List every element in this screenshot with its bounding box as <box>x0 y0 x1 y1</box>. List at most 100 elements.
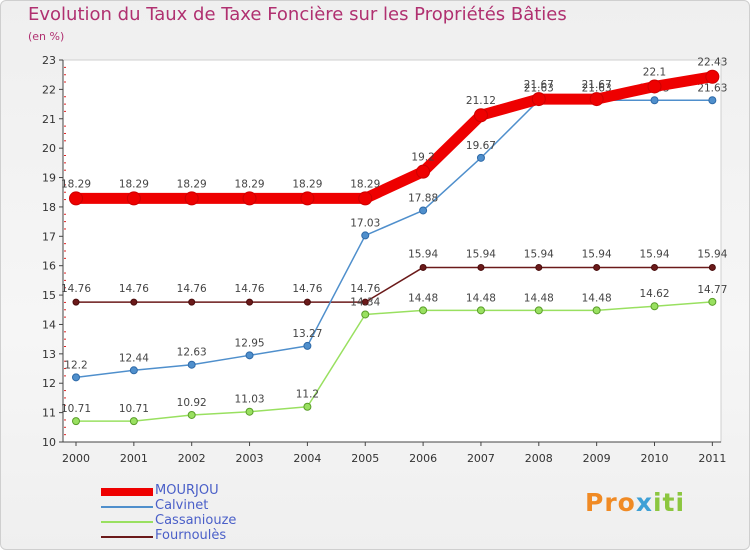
data-label: 14.48 <box>408 292 438 304</box>
plot-area <box>62 59 722 443</box>
data-point <box>534 306 543 315</box>
data-point <box>650 96 659 105</box>
y-axis-unit: (en %) <box>28 30 65 43</box>
data-label: 14.34 <box>350 296 380 308</box>
data-label: 14.76 <box>119 283 149 295</box>
legend-label-fournoules: Fournoulès <box>155 528 227 543</box>
legend-label-cassaniouze: Cassaniouze <box>155 513 237 528</box>
y-tick-label: 13 <box>42 348 56 361</box>
data-point <box>72 298 80 306</box>
data-point <box>246 298 254 306</box>
data-label: 21.63 <box>697 82 727 94</box>
data-label: 22.1 <box>643 66 666 78</box>
y-tick-label: 15 <box>42 289 56 302</box>
data-label: 14.48 <box>524 292 554 304</box>
data-point <box>72 373 80 382</box>
data-label: 14.76 <box>177 283 207 295</box>
data-point <box>476 306 485 315</box>
data-label: 18.29 <box>292 178 322 190</box>
data-point <box>708 297 717 306</box>
data-label: 21.67 <box>524 79 554 91</box>
legend-swatch-cassaniouze <box>101 521 153 523</box>
y-tick-label: 19 <box>42 172 56 185</box>
data-point <box>361 310 370 319</box>
data-label: 15.94 <box>582 248 612 260</box>
data-label: 18.29 <box>350 178 380 190</box>
data-label: 12.95 <box>235 337 265 349</box>
data-label: 21.63 <box>524 82 554 94</box>
y-tick-label: 20 <box>42 142 56 155</box>
data-point <box>650 302 659 311</box>
y-tick-label: 18 <box>42 201 56 214</box>
data-label: 12.44 <box>119 352 149 364</box>
data-point <box>419 263 427 271</box>
data-point <box>69 191 83 206</box>
data-label: 15.94 <box>408 248 438 260</box>
x-tick-label: 2009 <box>583 452 611 465</box>
legend-swatch-calvinet <box>101 506 153 508</box>
x-tick-label: 2001 <box>120 452 148 465</box>
logo-part-1: Pro <box>585 488 636 517</box>
data-point <box>593 263 601 271</box>
data-point <box>129 366 138 375</box>
data-point <box>473 108 488 123</box>
data-point <box>476 153 485 162</box>
data-label: 15.94 <box>524 248 554 260</box>
data-label: 14.76 <box>61 283 91 295</box>
data-point <box>187 410 196 419</box>
data-point <box>361 298 369 306</box>
data-point <box>651 263 658 271</box>
data-label: 12.2 <box>64 359 87 371</box>
logo-part-2: x <box>635 488 653 517</box>
data-point <box>129 417 138 426</box>
data-label: 15.94 <box>466 248 496 260</box>
data-point <box>705 69 720 84</box>
data-label: 18.29 <box>235 178 265 190</box>
y-tick-label: 21 <box>42 113 56 126</box>
data-point <box>184 191 199 206</box>
x-tick-label: 2011 <box>698 452 726 465</box>
y-tick-label: 17 <box>42 230 56 243</box>
data-label: 14.77 <box>697 284 727 296</box>
data-label: 21.63 <box>582 82 612 94</box>
data-point <box>416 164 431 179</box>
data-label: 14.76 <box>235 283 265 295</box>
data-label: 12.63 <box>177 347 207 359</box>
data-point <box>708 263 716 271</box>
series-line-mourjou <box>70 71 718 204</box>
data-label: 10.71 <box>119 403 149 415</box>
data-point <box>419 206 428 215</box>
data-label: 17.03 <box>350 217 380 229</box>
data-point <box>187 360 196 369</box>
data-point <box>300 191 315 206</box>
data-label: 14.48 <box>582 292 612 304</box>
series-line-fournoulès <box>75 266 714 303</box>
x-tick-label: 2000 <box>62 452 90 465</box>
data-point <box>708 96 717 105</box>
data-label: 22.43 <box>697 57 727 69</box>
data-point <box>130 298 138 306</box>
x-tick-label: 2002 <box>178 452 206 465</box>
data-label: 15.94 <box>639 248 669 260</box>
data-point <box>303 298 311 306</box>
data-point <box>419 306 428 315</box>
data-label: 10.71 <box>61 403 91 415</box>
data-point <box>245 407 254 416</box>
data-label: 13.27 <box>292 328 322 340</box>
data-point <box>589 92 604 107</box>
data-point <box>72 417 80 426</box>
x-tick-label: 2010 <box>641 452 669 465</box>
proxiti-logo: Proxiti <box>585 488 685 517</box>
data-point <box>358 191 373 206</box>
data-label: 14.48 <box>466 292 496 304</box>
legend-swatch-mourjou <box>101 488 153 496</box>
data-point <box>477 263 485 271</box>
x-tick-label: 2003 <box>236 452 264 465</box>
data-label: 11.03 <box>235 394 265 406</box>
x-tick-label: 2005 <box>351 452 379 465</box>
data-point <box>245 351 254 360</box>
data-point <box>303 402 312 411</box>
y-tick-label: 23 <box>42 54 56 67</box>
data-label: 21.67 <box>582 79 612 91</box>
